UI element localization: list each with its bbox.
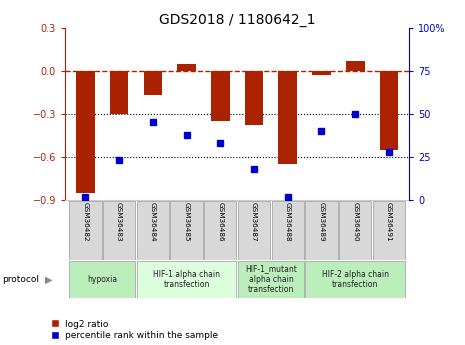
Text: GSM36484: GSM36484 <box>150 202 156 242</box>
FancyBboxPatch shape <box>170 201 203 260</box>
Text: GSM36486: GSM36486 <box>217 202 223 242</box>
FancyBboxPatch shape <box>339 201 372 260</box>
Bar <box>380 71 398 150</box>
FancyBboxPatch shape <box>137 201 169 260</box>
Text: GSM36490: GSM36490 <box>352 202 358 242</box>
Text: GSM36491: GSM36491 <box>386 202 392 242</box>
Title: GDS2018 / 1180642_1: GDS2018 / 1180642_1 <box>159 12 315 27</box>
Text: protocol: protocol <box>2 275 40 284</box>
Text: GSM36489: GSM36489 <box>319 202 325 242</box>
FancyBboxPatch shape <box>238 261 304 298</box>
FancyBboxPatch shape <box>204 201 237 260</box>
FancyBboxPatch shape <box>69 261 135 298</box>
Bar <box>76 71 94 193</box>
Bar <box>312 71 331 75</box>
Bar <box>144 71 162 95</box>
FancyBboxPatch shape <box>306 261 405 298</box>
Text: HIF-1_mutant
alpha chain
transfection: HIF-1_mutant alpha chain transfection <box>245 265 297 294</box>
Bar <box>346 61 365 71</box>
Text: GSM36482: GSM36482 <box>82 202 88 242</box>
Text: hypoxia: hypoxia <box>87 275 117 284</box>
Text: GSM36488: GSM36488 <box>285 202 291 242</box>
Text: HIF-1 alpha chain
transfection: HIF-1 alpha chain transfection <box>153 270 220 289</box>
FancyBboxPatch shape <box>373 201 405 260</box>
Bar <box>177 63 196 71</box>
Text: GSM36483: GSM36483 <box>116 202 122 242</box>
FancyBboxPatch shape <box>272 201 304 260</box>
FancyBboxPatch shape <box>69 201 101 260</box>
Text: GSM36485: GSM36485 <box>184 202 190 242</box>
Text: HIF-2 alpha chain
transfection: HIF-2 alpha chain transfection <box>322 270 389 289</box>
FancyBboxPatch shape <box>306 201 338 260</box>
Text: ▶: ▶ <box>45 275 53 284</box>
Bar <box>279 71 297 164</box>
Bar <box>211 71 230 121</box>
Text: GSM36487: GSM36487 <box>251 202 257 242</box>
Bar <box>110 71 128 114</box>
FancyBboxPatch shape <box>238 201 270 260</box>
Bar <box>245 71 263 125</box>
Legend: log2 ratio, percentile rank within the sample: log2 ratio, percentile rank within the s… <box>51 320 219 341</box>
FancyBboxPatch shape <box>103 201 135 260</box>
FancyBboxPatch shape <box>137 261 237 298</box>
